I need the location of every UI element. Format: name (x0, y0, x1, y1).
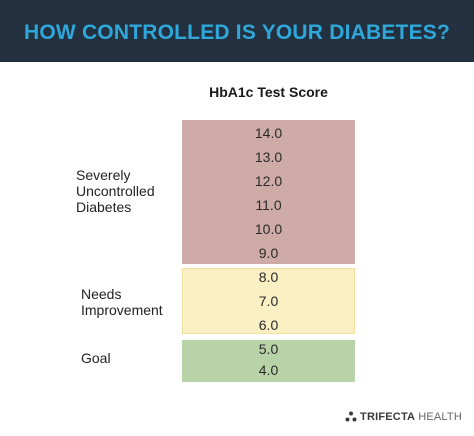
score-cell: 4.0 (258, 362, 279, 378)
header-bar (0, 0, 474, 62)
score-cell: 11.0 (255, 197, 282, 213)
needs-improvement-band (182, 268, 355, 334)
score-cell: 9.0 (258, 245, 279, 261)
brand-logo: TRIFECTA HEALTH (345, 410, 462, 424)
score-cell: 7.0 (258, 293, 279, 309)
label-line: Uncontrolled (76, 183, 155, 199)
score-cell: 10.0 (254, 221, 283, 237)
brand-name: TRIFECTA (360, 411, 416, 423)
goal-label: Goal (81, 350, 111, 366)
score-cell: 5.0 (258, 341, 279, 357)
column-title: HbA1c Test Score (209, 84, 328, 100)
score-cell: 13.0 (254, 149, 283, 165)
score-cell: 14.0 (254, 125, 283, 141)
severe-band (182, 120, 355, 264)
score-cell: 6.0 (258, 317, 279, 333)
trifecta-icon (345, 411, 357, 422)
label-line: Needs (81, 286, 122, 302)
page-title: HOW CONTROLLED IS YOUR DIABETES? (23, 21, 451, 44)
score-cell: 8.0 (258, 269, 279, 285)
label-line: Diabetes (76, 199, 132, 215)
severe-label: Severely Uncontrolled Diabetes (76, 167, 155, 215)
needs-improvement-label: Needs Improvement (81, 286, 163, 318)
label-line: Goal (81, 350, 111, 366)
score-cell: 12.0 (254, 173, 283, 189)
label-line: Improvement (81, 302, 163, 318)
brand-suffix: HEALTH (418, 411, 462, 423)
label-line: Severely (76, 167, 131, 183)
goal-band (182, 340, 355, 382)
